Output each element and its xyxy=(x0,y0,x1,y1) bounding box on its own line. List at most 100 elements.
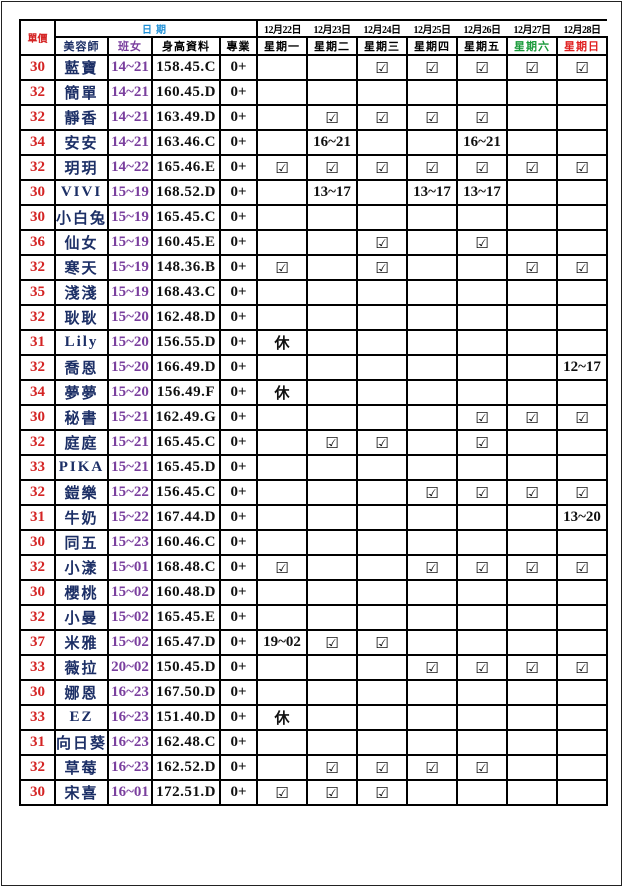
schedule-cell[interactable] xyxy=(256,129,309,156)
schedule-cell[interactable] xyxy=(306,404,359,431)
schedule-cell[interactable] xyxy=(356,279,409,306)
schedule-cell[interactable] xyxy=(556,579,609,606)
schedule-cell[interactable] xyxy=(456,704,509,731)
schedule-cell[interactable] xyxy=(356,679,409,706)
schedule-cell[interactable] xyxy=(556,179,609,206)
checkbox-checked-icon[interactable]: ☑ xyxy=(506,404,559,431)
schedule-cell[interactable] xyxy=(306,479,359,506)
schedule-cell[interactable] xyxy=(506,704,559,731)
schedule-cell[interactable] xyxy=(556,454,609,481)
schedule-cell[interactable]: 休 xyxy=(256,704,309,731)
schedule-cell[interactable] xyxy=(256,354,309,381)
schedule-cell[interactable] xyxy=(506,754,559,781)
schedule-cell[interactable] xyxy=(556,429,609,456)
schedule-cell[interactable] xyxy=(406,229,459,256)
checkbox-checked-icon[interactable]: ☑ xyxy=(406,654,459,681)
checkbox-checked-icon[interactable]: ☑ xyxy=(456,229,509,256)
schedule-cell[interactable] xyxy=(456,679,509,706)
schedule-cell[interactable] xyxy=(356,604,409,631)
schedule-cell[interactable] xyxy=(256,604,309,631)
schedule-cell[interactable] xyxy=(506,629,559,656)
schedule-cell[interactable]: 休 xyxy=(256,329,309,356)
schedule-cell[interactable] xyxy=(406,504,459,531)
schedule-cell[interactable] xyxy=(456,279,509,306)
schedule-cell[interactable] xyxy=(406,279,459,306)
checkbox-checked-icon[interactable]: ☑ xyxy=(506,154,559,181)
schedule-cell[interactable] xyxy=(256,79,309,106)
schedule-cell[interactable] xyxy=(456,454,509,481)
schedule-cell[interactable] xyxy=(456,379,509,406)
checkbox-checked-icon[interactable]: ☑ xyxy=(256,554,309,581)
schedule-cell[interactable]: 12~17 xyxy=(556,354,609,381)
schedule-cell[interactable] xyxy=(556,604,609,631)
schedule-cell[interactable] xyxy=(506,129,559,156)
schedule-cell[interactable] xyxy=(506,329,559,356)
checkbox-checked-icon[interactable]: ☑ xyxy=(506,654,559,681)
schedule-cell[interactable] xyxy=(256,679,309,706)
schedule-cell[interactable] xyxy=(256,654,309,681)
schedule-cell[interactable] xyxy=(406,379,459,406)
schedule-cell[interactable] xyxy=(306,354,359,381)
schedule-cell[interactable] xyxy=(356,704,409,731)
checkbox-checked-icon[interactable]: ☑ xyxy=(556,654,609,681)
schedule-cell[interactable] xyxy=(556,279,609,306)
schedule-cell[interactable] xyxy=(356,504,409,531)
schedule-cell[interactable] xyxy=(356,529,409,556)
checkbox-checked-icon[interactable]: ☑ xyxy=(406,479,459,506)
checkbox-checked-icon[interactable]: ☑ xyxy=(356,54,409,81)
schedule-cell[interactable] xyxy=(356,404,409,431)
schedule-cell[interactable] xyxy=(456,579,509,606)
schedule-cell[interactable] xyxy=(306,254,359,281)
schedule-cell[interactable] xyxy=(256,429,309,456)
schedule-cell[interactable] xyxy=(306,554,359,581)
schedule-cell[interactable] xyxy=(306,304,359,331)
schedule-cell[interactable] xyxy=(256,404,309,431)
schedule-cell[interactable] xyxy=(456,629,509,656)
schedule-cell[interactable] xyxy=(506,779,559,806)
schedule-cell[interactable] xyxy=(356,79,409,106)
schedule-cell[interactable] xyxy=(506,604,559,631)
schedule-cell[interactable] xyxy=(506,379,559,406)
schedule-cell[interactable] xyxy=(256,204,309,231)
schedule-cell[interactable]: 13~20 xyxy=(556,504,609,531)
checkbox-checked-icon[interactable]: ☑ xyxy=(356,104,409,131)
schedule-cell[interactable] xyxy=(256,479,309,506)
schedule-cell[interactable]: 19~02 xyxy=(256,629,309,656)
schedule-cell[interactable] xyxy=(556,204,609,231)
schedule-cell[interactable] xyxy=(256,304,309,331)
schedule-cell[interactable] xyxy=(406,729,459,756)
schedule-cell[interactable] xyxy=(256,529,309,556)
checkbox-checked-icon[interactable]: ☑ xyxy=(456,104,509,131)
checkbox-checked-icon[interactable]: ☑ xyxy=(306,154,359,181)
checkbox-checked-icon[interactable]: ☑ xyxy=(456,654,509,681)
checkbox-checked-icon[interactable]: ☑ xyxy=(556,54,609,81)
schedule-cell[interactable] xyxy=(456,529,509,556)
schedule-cell[interactable] xyxy=(556,104,609,131)
checkbox-checked-icon[interactable]: ☑ xyxy=(306,429,359,456)
schedule-cell[interactable] xyxy=(506,204,559,231)
checkbox-checked-icon[interactable]: ☑ xyxy=(256,254,309,281)
schedule-cell[interactable]: 13~17 xyxy=(406,179,459,206)
schedule-cell[interactable] xyxy=(306,454,359,481)
checkbox-checked-icon[interactable]: ☑ xyxy=(506,54,559,81)
schedule-cell[interactable] xyxy=(406,354,459,381)
schedule-cell[interactable]: 13~17 xyxy=(306,179,359,206)
schedule-cell[interactable] xyxy=(456,304,509,331)
schedule-cell[interactable] xyxy=(456,354,509,381)
schedule-cell[interactable] xyxy=(556,779,609,806)
schedule-cell[interactable] xyxy=(406,679,459,706)
schedule-cell[interactable] xyxy=(406,779,459,806)
schedule-cell[interactable] xyxy=(406,329,459,356)
checkbox-checked-icon[interactable]: ☑ xyxy=(556,479,609,506)
schedule-cell[interactable] xyxy=(506,679,559,706)
schedule-cell[interactable] xyxy=(506,454,559,481)
schedule-cell[interactable] xyxy=(256,279,309,306)
schedule-cell[interactable] xyxy=(506,579,559,606)
schedule-cell[interactable] xyxy=(506,229,559,256)
schedule-cell[interactable] xyxy=(356,579,409,606)
schedule-cell[interactable] xyxy=(306,229,359,256)
schedule-cell[interactable] xyxy=(256,504,309,531)
schedule-cell[interactable] xyxy=(306,579,359,606)
schedule-cell[interactable] xyxy=(356,379,409,406)
schedule-cell[interactable] xyxy=(256,54,309,81)
